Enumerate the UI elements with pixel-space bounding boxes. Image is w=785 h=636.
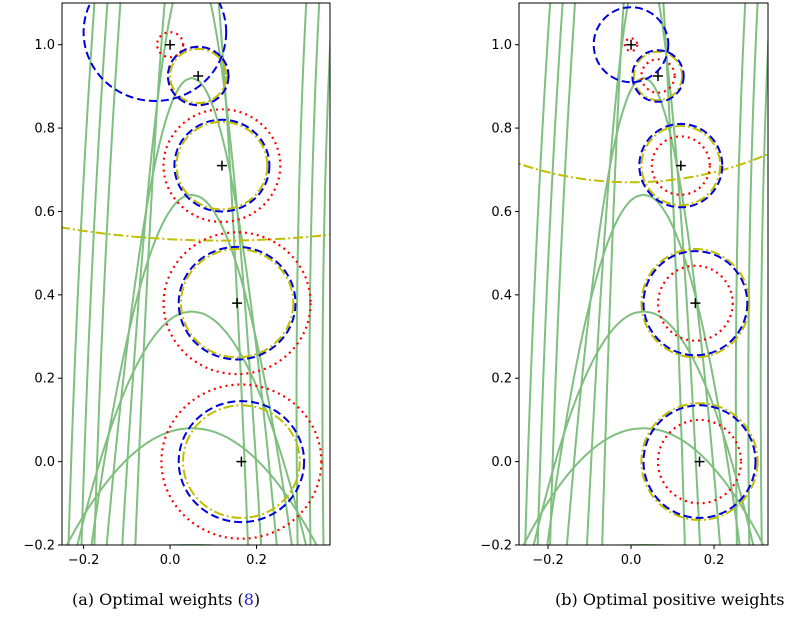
y-tick-label: 0.0 xyxy=(34,455,55,470)
axes-frame xyxy=(61,2,331,546)
blue-dashed-circle xyxy=(638,122,724,209)
plus-marker xyxy=(626,39,637,50)
plus-marker xyxy=(653,70,664,81)
caption-b: (b) Optimal positive weights xyxy=(555,590,784,609)
yellow-dashdot-circle xyxy=(640,402,759,522)
blue-dashed-circle xyxy=(82,3,228,102)
y-tick-label: 0.8 xyxy=(34,122,55,137)
red-dotted-circle xyxy=(657,264,734,342)
red-dotted-circle xyxy=(162,231,312,376)
plot-area xyxy=(519,3,768,545)
y-tick-label: 0.2 xyxy=(491,372,512,387)
blue-dashed-circle xyxy=(631,49,685,103)
red-dotted-circle xyxy=(160,383,323,540)
yellow-dashdot-circle xyxy=(640,125,722,207)
blue-dashed-circle xyxy=(177,400,306,524)
y-tick-label: 0.6 xyxy=(491,205,512,220)
red-dotted-circle xyxy=(656,418,743,505)
caption-a-ref[interactable]: 8 xyxy=(243,590,254,609)
contour-line xyxy=(76,310,308,545)
x-tick-label: −0.2 xyxy=(68,553,100,568)
contour-line-outer xyxy=(759,25,768,545)
yellow-dashdot-circle xyxy=(175,120,269,211)
contour-line-outer xyxy=(536,3,564,545)
caption-b-text: (b) Optimal positive weights xyxy=(555,590,785,609)
y-tick-label: 0.0 xyxy=(491,455,512,470)
y-tick-label: 0.6 xyxy=(34,205,55,220)
yellow-dashdot-circle xyxy=(62,226,330,242)
x-tick-label: 0.0 xyxy=(621,553,642,568)
plot-area xyxy=(62,3,330,545)
contour-line xyxy=(586,3,701,545)
yellow-dashdot-circle xyxy=(519,152,768,184)
red-dotted-circle xyxy=(640,58,676,94)
contour-line-outer xyxy=(734,3,747,545)
y-tick-label: −0.2 xyxy=(480,539,512,554)
plus-marker xyxy=(675,160,686,171)
blue-dashed-circle xyxy=(642,404,757,519)
contour-line xyxy=(65,427,318,545)
x-tick-label: 0.2 xyxy=(246,553,267,568)
contour-line-outer xyxy=(308,3,321,545)
plus-marker xyxy=(165,39,176,50)
contour-line xyxy=(546,193,741,545)
contour-line-outer xyxy=(747,3,759,545)
y-tick-label: 0.8 xyxy=(491,122,512,137)
x-tick-label: 0.2 xyxy=(704,553,725,568)
plus-marker xyxy=(690,298,701,309)
contour-line xyxy=(565,77,722,545)
yellow-dashdot-circle xyxy=(640,248,751,359)
x-tick-label: 0.0 xyxy=(160,553,181,568)
contour-line xyxy=(90,193,293,545)
contour-line-outer xyxy=(67,3,96,545)
blue-dashed-circle xyxy=(173,118,271,213)
contour-line-outer xyxy=(93,3,122,545)
plus-marker xyxy=(232,298,243,309)
plus-marker xyxy=(694,456,705,467)
contour-line xyxy=(121,3,263,545)
blue-dashed-circle xyxy=(642,250,749,357)
contour-line-outer xyxy=(524,3,552,545)
yellow-dashdot-circle xyxy=(179,248,295,359)
panel-a: −0.2 0.0 0.2 0.4 0.6 0.8 1.0 −0.2 0.0 0.2 xyxy=(23,2,331,568)
contour-line-outer xyxy=(295,3,308,545)
contour-line xyxy=(105,77,278,545)
panel-b: −0.2 0.0 0.2 0.4 0.6 0.8 1.0 −0.2 0.0 0.2 xyxy=(480,2,769,568)
red-dotted-circle xyxy=(623,37,639,53)
caption-a: (a) Optimal weights (8) xyxy=(72,590,260,609)
x-tick-label: −0.2 xyxy=(532,553,564,568)
y-tick-label: 1.0 xyxy=(34,38,55,53)
y-tick-label: −0.2 xyxy=(23,539,55,554)
plus-marker xyxy=(236,456,247,467)
axes-frame xyxy=(518,2,769,546)
y-tick-label: 1.0 xyxy=(491,38,512,53)
contour-line-outer xyxy=(321,27,330,545)
plus-marker xyxy=(216,160,227,171)
figure: −0.2 0.0 0.2 0.4 0.6 0.8 1.0 −0.2 0.0 0.2 −0.2 0.0… xyxy=(23,2,769,568)
caption-a-text: (a) Optimal weights ( xyxy=(72,590,244,609)
blue-dashed-circle xyxy=(177,245,297,361)
contour-line xyxy=(134,3,250,545)
blue-dashed-circle xyxy=(166,45,230,107)
y-tick-label: 0.4 xyxy=(491,288,512,303)
caption-a-suffix: ) xyxy=(253,590,261,609)
y-tick-label: 0.2 xyxy=(34,372,55,387)
plus-marker xyxy=(193,70,204,81)
y-tick-label: 0.4 xyxy=(34,288,55,303)
yellow-dashdot-circle xyxy=(169,47,228,105)
red-dotted-circle xyxy=(650,135,711,196)
contour-line-outer xyxy=(549,3,576,545)
blue-dashed-circle xyxy=(592,6,670,84)
yellow-dashdot-circle xyxy=(632,50,684,102)
red-dotted-circle xyxy=(162,108,282,224)
contour-line xyxy=(601,3,686,545)
red-dotted-circle xyxy=(156,31,185,59)
contour-line-outer xyxy=(80,3,109,545)
